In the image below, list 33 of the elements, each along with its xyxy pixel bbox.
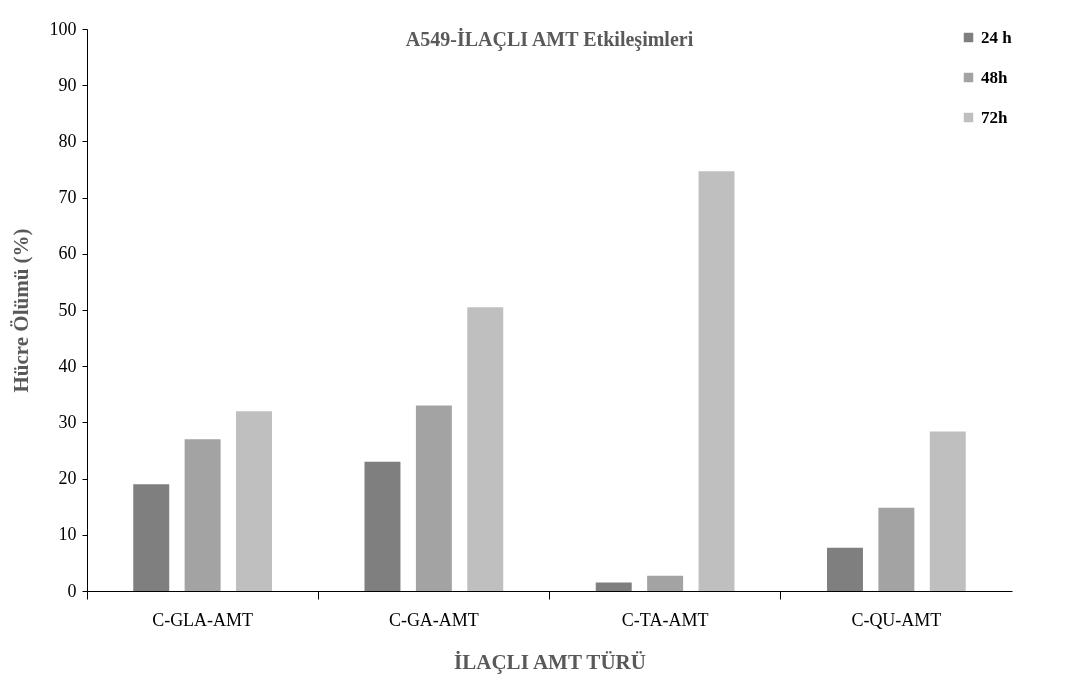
bar bbox=[133, 484, 170, 591]
y-tick-label: 70 bbox=[58, 187, 77, 208]
bar bbox=[595, 582, 632, 591]
bar bbox=[878, 507, 915, 591]
bar bbox=[929, 431, 966, 591]
bar bbox=[415, 405, 452, 591]
y-axis-title: Hücre Ölümü (%) bbox=[8, 228, 33, 393]
x-tick-label: C-GA-AMT bbox=[388, 609, 479, 630]
y-tick-label: 0 bbox=[67, 580, 77, 601]
y-tick-label: 80 bbox=[58, 130, 77, 151]
bar bbox=[467, 307, 504, 591]
y-tick-label: 30 bbox=[58, 411, 77, 432]
y-tick-label: 60 bbox=[58, 243, 77, 264]
legend-label: 24 h bbox=[981, 27, 1013, 47]
y-tick-label: 40 bbox=[58, 355, 77, 376]
bar bbox=[236, 411, 272, 591]
legend-label: 72h bbox=[981, 107, 1008, 127]
bar bbox=[364, 461, 401, 591]
y-tick-label: 20 bbox=[58, 468, 77, 489]
y-tick-label: 50 bbox=[58, 299, 77, 320]
y-tick-label: 100 bbox=[49, 18, 77, 39]
legend-label: 48h bbox=[981, 67, 1008, 87]
x-tick-label: C-QU-AMT bbox=[851, 609, 942, 630]
x-tick-label: C-GLA-AMT bbox=[152, 609, 254, 630]
bar bbox=[698, 171, 735, 591]
bar bbox=[827, 547, 863, 591]
y-tick-label: 10 bbox=[58, 524, 77, 545]
x-axis-title: İLAÇLI AMT TÜRÜ bbox=[454, 649, 646, 674]
bar bbox=[184, 439, 221, 591]
bar bbox=[647, 575, 684, 591]
x-tick-label: C-TA-AMT bbox=[621, 609, 709, 630]
chart-title: A549-İLAÇLI AMT Etkileşimleri bbox=[405, 27, 694, 51]
y-tick-label: 90 bbox=[58, 74, 77, 95]
